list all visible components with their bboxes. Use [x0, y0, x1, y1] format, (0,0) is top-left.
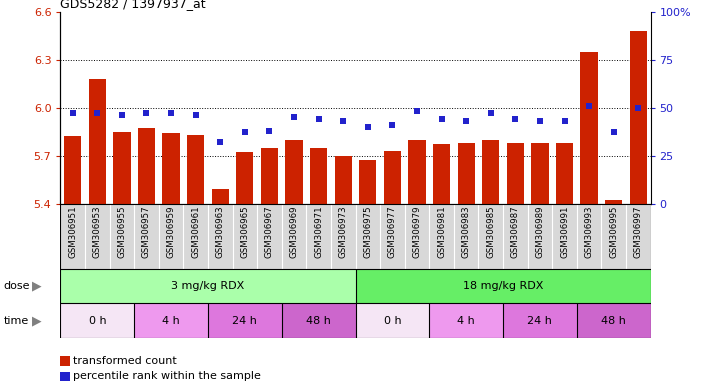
- Bar: [113, 132, 131, 204]
- Bar: [134, 204, 159, 269]
- Bar: [503, 204, 528, 269]
- Text: transformed count: transformed count: [73, 356, 177, 366]
- Bar: [479, 204, 503, 269]
- Bar: [285, 139, 303, 204]
- Text: GSM306961: GSM306961: [191, 205, 201, 258]
- Bar: [429, 303, 503, 338]
- Bar: [384, 151, 401, 204]
- Bar: [60, 204, 85, 269]
- Text: 24 h: 24 h: [528, 316, 552, 326]
- Bar: [310, 147, 327, 204]
- Text: GSM306957: GSM306957: [142, 205, 151, 258]
- Bar: [208, 303, 282, 338]
- Bar: [109, 204, 134, 269]
- Bar: [138, 128, 155, 204]
- Text: GSM306995: GSM306995: [609, 205, 618, 258]
- Bar: [208, 204, 232, 269]
- Text: GSM306973: GSM306973: [338, 205, 348, 258]
- Bar: [531, 143, 548, 204]
- Bar: [528, 204, 552, 269]
- Text: 18 mg/kg RDX: 18 mg/kg RDX: [463, 281, 543, 291]
- Bar: [458, 143, 475, 204]
- Bar: [159, 204, 183, 269]
- Bar: [60, 303, 134, 338]
- Bar: [626, 204, 651, 269]
- Text: GSM306981: GSM306981: [437, 205, 446, 258]
- Text: 0 h: 0 h: [88, 316, 106, 326]
- Bar: [356, 269, 651, 303]
- Text: ▶: ▶: [32, 280, 42, 293]
- Bar: [331, 204, 356, 269]
- Text: GSM306953: GSM306953: [93, 205, 102, 258]
- Bar: [602, 204, 626, 269]
- Bar: [163, 133, 180, 204]
- Text: GDS5282 / 1397937_at: GDS5282 / 1397937_at: [60, 0, 206, 10]
- Text: GSM306989: GSM306989: [535, 205, 545, 258]
- Bar: [257, 204, 282, 269]
- Text: GSM306983: GSM306983: [461, 205, 471, 258]
- Bar: [429, 204, 454, 269]
- Text: ▶: ▶: [32, 314, 42, 327]
- Text: GSM306969: GSM306969: [289, 205, 299, 258]
- Bar: [282, 303, 356, 338]
- Bar: [577, 303, 651, 338]
- Bar: [507, 143, 524, 204]
- Text: GSM306965: GSM306965: [240, 205, 250, 258]
- Text: GSM306987: GSM306987: [510, 205, 520, 258]
- Text: GSM306997: GSM306997: [634, 205, 643, 258]
- Bar: [232, 204, 257, 269]
- Bar: [89, 79, 106, 204]
- Text: GSM306959: GSM306959: [166, 205, 176, 258]
- Bar: [433, 144, 450, 204]
- Text: 4 h: 4 h: [162, 316, 180, 326]
- Text: 48 h: 48 h: [602, 316, 626, 326]
- Text: 4 h: 4 h: [457, 316, 475, 326]
- Bar: [64, 136, 81, 204]
- Bar: [556, 143, 573, 204]
- Text: GSM306955: GSM306955: [117, 205, 127, 258]
- Bar: [335, 156, 352, 204]
- Bar: [212, 189, 229, 204]
- Bar: [580, 51, 598, 204]
- Bar: [134, 303, 208, 338]
- Bar: [405, 204, 429, 269]
- Text: 3 mg/kg RDX: 3 mg/kg RDX: [171, 281, 245, 291]
- Bar: [356, 303, 429, 338]
- Text: GSM306975: GSM306975: [363, 205, 373, 258]
- Text: GSM306977: GSM306977: [388, 205, 397, 258]
- Bar: [605, 200, 622, 204]
- Text: GSM306967: GSM306967: [265, 205, 274, 258]
- Bar: [356, 204, 380, 269]
- Text: 48 h: 48 h: [306, 316, 331, 326]
- Bar: [503, 303, 577, 338]
- Bar: [85, 204, 109, 269]
- Text: percentile rank within the sample: percentile rank within the sample: [73, 371, 261, 381]
- Bar: [380, 204, 405, 269]
- Text: time: time: [4, 316, 29, 326]
- Bar: [60, 269, 356, 303]
- Text: GSM306993: GSM306993: [584, 205, 594, 258]
- Bar: [187, 135, 204, 204]
- Bar: [482, 139, 499, 204]
- Text: dose: dose: [4, 281, 30, 291]
- Bar: [552, 204, 577, 269]
- Text: GSM306971: GSM306971: [314, 205, 323, 258]
- Text: GSM306963: GSM306963: [215, 205, 225, 258]
- Bar: [236, 152, 253, 204]
- Text: 0 h: 0 h: [383, 316, 401, 326]
- Bar: [630, 31, 647, 204]
- Bar: [577, 204, 602, 269]
- Bar: [408, 139, 426, 204]
- Text: GSM306985: GSM306985: [486, 205, 496, 258]
- Text: GSM306951: GSM306951: [68, 205, 77, 258]
- Text: GSM306991: GSM306991: [560, 205, 569, 258]
- Bar: [359, 161, 376, 204]
- Bar: [306, 204, 331, 269]
- Bar: [261, 147, 278, 204]
- Text: GSM306979: GSM306979: [412, 205, 422, 258]
- Bar: [183, 204, 208, 269]
- Text: 24 h: 24 h: [232, 316, 257, 326]
- Bar: [454, 204, 479, 269]
- Bar: [282, 204, 306, 269]
